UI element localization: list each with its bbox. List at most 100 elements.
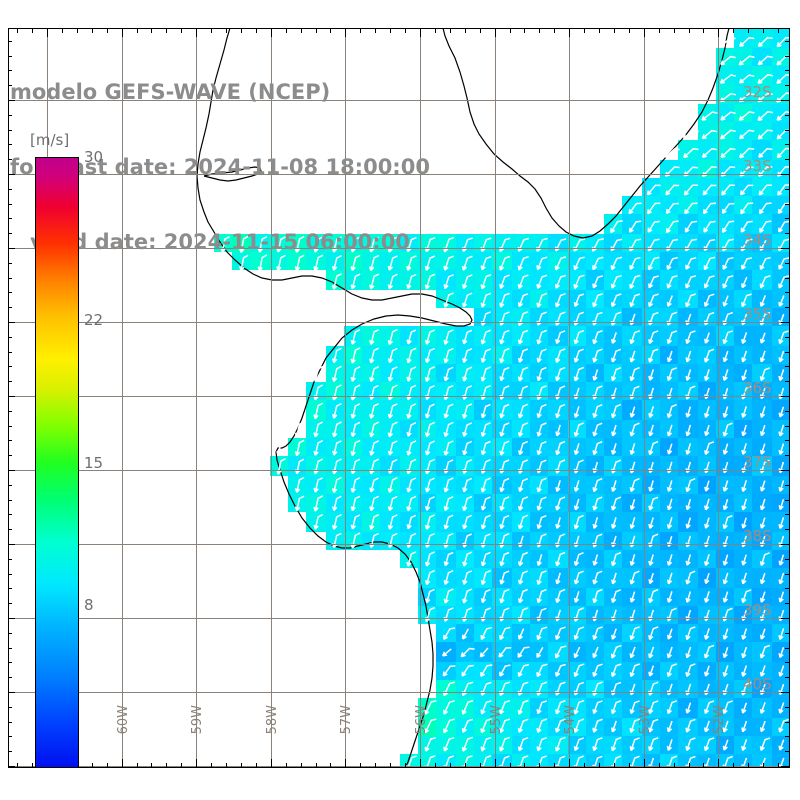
wind-barb (369, 440, 380, 456)
wind-barb (462, 348, 473, 364)
wind-barb (350, 273, 361, 290)
wind-barb (648, 348, 659, 363)
wind-barb (720, 129, 736, 140)
wind-barb (666, 720, 673, 733)
wind-barb (369, 514, 380, 530)
wind-barb (629, 570, 640, 585)
wind-barb (611, 424, 617, 437)
wind-barb (462, 366, 473, 382)
wind-barb (555, 403, 566, 419)
wind-barb (517, 628, 525, 640)
wind-barb (648, 626, 659, 641)
wind-barb (778, 739, 785, 751)
wind-barb (499, 533, 510, 549)
wind-barb (722, 554, 729, 566)
wind-barb (555, 440, 566, 456)
wind-barb (387, 236, 398, 253)
wind-barb (759, 572, 766, 585)
wind-barb-group (220, 36, 790, 768)
wind-barb (666, 311, 678, 326)
wind-barb (592, 275, 604, 289)
wind-barb (648, 718, 659, 733)
wind-barb (778, 330, 789, 345)
wind-barb (722, 572, 729, 585)
wind-barb (555, 366, 566, 382)
wind-barb (462, 440, 473, 456)
wind-barb (499, 422, 510, 437)
wind-barb (703, 720, 710, 733)
wind-barb (703, 644, 715, 659)
wind-barb (685, 478, 696, 493)
wind-barb (611, 480, 617, 492)
gridline-lat-32S (8, 100, 790, 101)
gridline-lon-56W (420, 28, 421, 768)
gridline-lon-58W (270, 28, 272, 768)
wind-barb (480, 607, 491, 622)
wind-barb (536, 237, 548, 253)
wind-barb (704, 424, 710, 437)
wind-barb (499, 237, 511, 253)
wind-barb (778, 628, 785, 640)
gridline-lon-53W (643, 28, 645, 768)
wind-barb (666, 646, 673, 659)
wind-barb (646, 202, 661, 215)
wind-barb (480, 440, 491, 456)
wind-barb (702, 202, 717, 215)
wind-barb (629, 293, 641, 308)
gridline-lon-55W (494, 28, 496, 768)
lon-label-52W: 52W (712, 705, 728, 735)
wind-barb (462, 514, 473, 530)
wind-barb (759, 720, 766, 733)
lat-label-36S: 36S (743, 379, 772, 397)
wind-barb (592, 554, 599, 566)
wind-barb (406, 329, 417, 345)
wind-barb (741, 517, 747, 529)
wind-barb (759, 367, 770, 382)
wind-barb (759, 275, 771, 289)
wind-barb (424, 329, 436, 345)
wind-barb (517, 551, 528, 567)
wind-barb (592, 369, 599, 381)
wind-barb (555, 663, 566, 677)
wind-barb (536, 348, 547, 363)
wind-barb (648, 369, 655, 381)
wind-barb (778, 480, 785, 492)
wind-barb (424, 533, 435, 548)
wind-barb (573, 646, 581, 659)
gridline-lat-40S (8, 692, 790, 693)
wind-barb (573, 311, 585, 326)
wind-barb (701, 147, 718, 159)
wind-barb (778, 275, 790, 289)
wind-barb (462, 403, 473, 419)
wind-barb (424, 440, 435, 456)
wind-barb (536, 736, 547, 752)
wind-barb (313, 365, 324, 382)
wind-barb (536, 274, 548, 289)
wind-barb (554, 274, 566, 289)
wind-barb (704, 554, 710, 567)
wind-barb (666, 700, 678, 715)
wind-barb (350, 366, 361, 382)
wind-barb (666, 591, 673, 603)
wind-barb (350, 495, 361, 512)
wind-barb (648, 330, 659, 345)
wind-barb (480, 681, 492, 696)
wind-barb-overlay (220, 36, 790, 768)
wind-barb (443, 570, 454, 585)
wind-barb (592, 329, 603, 345)
wind-barb (350, 347, 361, 364)
wind-barb (424, 569, 435, 586)
colorbar-tick-30: 30 (84, 148, 104, 166)
gridline-lat-37S (8, 470, 790, 471)
wind-barb (777, 202, 790, 215)
wind-barb (722, 628, 729, 640)
wind-barb (573, 348, 584, 363)
wind-barb (573, 552, 584, 567)
wind-barb (331, 476, 342, 494)
wind-barb (499, 366, 510, 382)
wind-barb (443, 255, 454, 271)
wind-barb (480, 718, 492, 734)
wind-barb (740, 220, 753, 233)
wind-barb (499, 588, 510, 604)
wind-barb (721, 184, 735, 196)
